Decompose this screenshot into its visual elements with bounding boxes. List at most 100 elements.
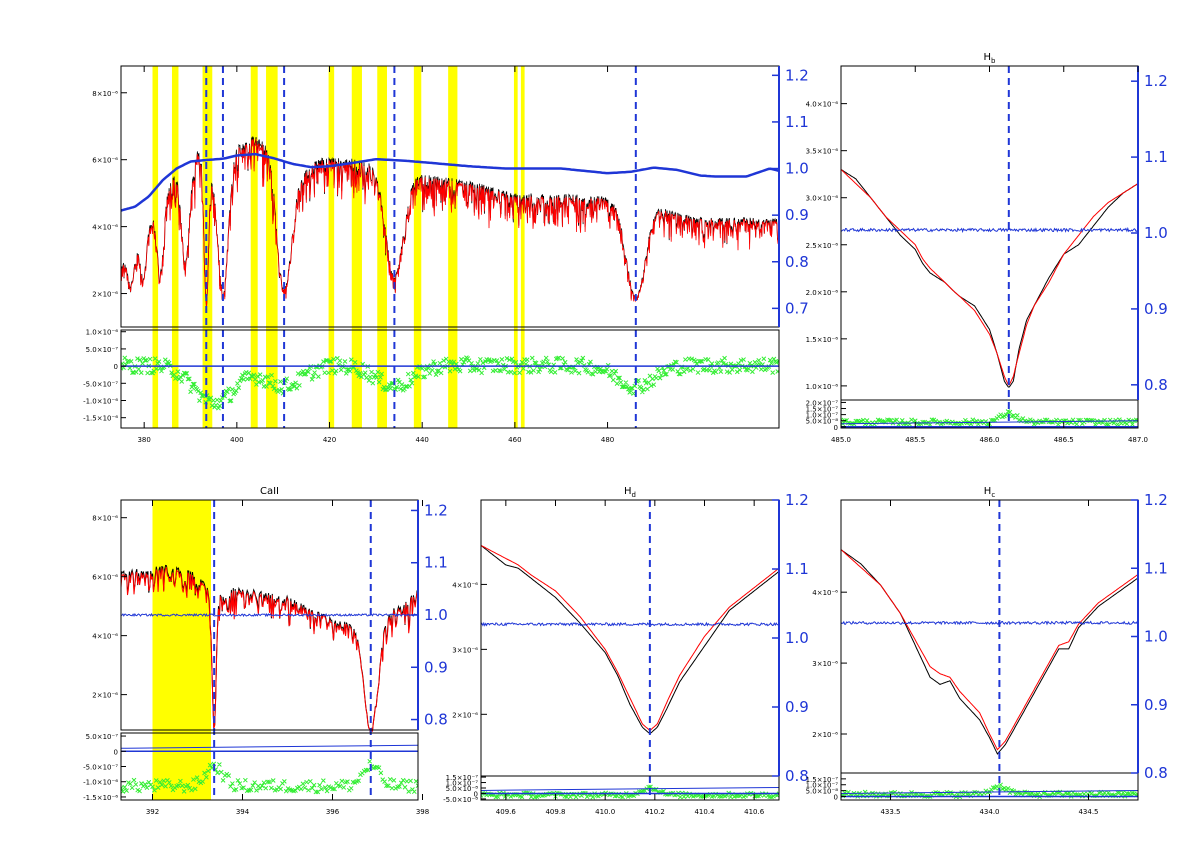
y2-tick-label: 1.1 <box>1144 148 1168 166</box>
panel-caii: 2×10⁻⁶ 4×10⁻⁶ 6×10⁻⁶ 8×10⁻⁶ 0.8 0.9 1.0 1.1 1.2 5… <box>83 486 448 816</box>
model-spectrum-line <box>841 549 1138 751</box>
y-tick-label: 3×10⁻⁶ <box>812 660 838 668</box>
shaded-band <box>202 66 213 428</box>
y-tick-label: 6×10⁻⁶ <box>92 574 118 582</box>
y-tick-label: 2×10⁻⁶ <box>812 731 838 739</box>
residual-tick-label: 1.0×10⁻⁷ <box>446 780 479 788</box>
residual-axes-frame <box>120 329 780 429</box>
plot-area <box>481 500 779 800</box>
continuum-ratio-line <box>121 612 418 618</box>
panel-title-main: CaII <box>260 486 279 497</box>
shaded-band <box>520 66 525 428</box>
y-tick-label: 1.0×10⁻⁶ <box>806 383 839 391</box>
y2-tick-label: 0.9 <box>1144 300 1168 318</box>
shaded-band <box>413 66 422 428</box>
residual-tick-label: 0 <box>834 793 838 801</box>
x-tick-label: 434.0 <box>979 808 999 816</box>
observed-spectrum-line <box>841 169 1138 388</box>
x-tick-label: 420 <box>323 436 336 444</box>
residual-tick-label: 5.0×10⁻⁸ <box>806 788 839 796</box>
x-tick-label: 410.0 <box>595 808 615 816</box>
residual-tick-label: -1.5×10⁻⁶ <box>83 794 118 802</box>
y-tick-label: 6×10⁻⁶ <box>92 157 118 165</box>
shaded-band <box>250 66 258 428</box>
residual-points <box>121 758 418 795</box>
residual-tick-label: -1.5×10⁻⁶ <box>83 415 118 423</box>
shaded-band <box>152 500 211 800</box>
shaded-band <box>328 66 335 428</box>
y2-tick-label: 1.0 <box>1144 628 1168 646</box>
x-tick-label: 410.4 <box>694 808 715 816</box>
y-tick-label: 4×10⁻⁶ <box>452 581 478 589</box>
residual-tick-label: -5.0×10⁻⁷ <box>83 764 118 772</box>
residual-tick-label: 5.0×10⁻⁷ <box>86 346 119 354</box>
x-tick-label: 485.0 <box>831 436 851 444</box>
y2-tick-label: 0.8 <box>424 711 448 729</box>
x-tick-label: 394 <box>236 808 250 816</box>
model-spectrum-line <box>841 169 1138 386</box>
y-tick-label: 8×10⁻⁶ <box>92 515 118 523</box>
x-tick-label: 396 <box>326 808 340 816</box>
y2-tick-label: 0.8 <box>1144 376 1168 394</box>
panel-full: 2×10⁻⁶ 4×10⁻⁶ 6×10⁻⁶ 8×10⁻⁶ 0.7 0.8 0.9 1.0 1.1 1… <box>83 65 809 444</box>
shaded-band <box>152 66 159 428</box>
observed-spectrum-line <box>481 545 779 735</box>
x-tick-label: 409.8 <box>545 808 565 816</box>
panel-title-subscript: c <box>991 491 995 499</box>
model-spectrum-line <box>481 545 779 732</box>
residual-tick-label: 1.5×10⁻⁷ <box>446 774 479 782</box>
y2-tick-label: 0.9 <box>424 658 448 676</box>
y2-tick-label: 1.1 <box>1144 559 1168 577</box>
residual-tick-label: -1.0×10⁻⁶ <box>83 397 118 405</box>
residual-tick-label: -5.0×10⁻⁸ <box>443 796 478 804</box>
residual-tick-label: 1.0×10⁻⁶ <box>86 329 119 337</box>
panel-title-main: H <box>984 52 992 63</box>
x-tick-label: 410.6 <box>744 808 765 816</box>
residual-tick-label: -5.0×10⁻⁷ <box>83 380 118 388</box>
x-tick-label: 480 <box>601 436 614 444</box>
residual-tick-label: 0 <box>474 790 478 798</box>
y-tick-label: 2.5×10⁻⁶ <box>806 242 839 250</box>
x-tick-label: 434.5 <box>1078 808 1098 816</box>
y-tick-label: 4×10⁻⁶ <box>812 589 838 597</box>
shaded-band <box>351 66 362 428</box>
x-tick-label: 460 <box>508 436 521 444</box>
model-spectrum-line <box>121 566 418 734</box>
residual-tick-label: 1.0×10⁻⁷ <box>806 782 839 790</box>
residual-tick-label: 1.5×10⁻⁷ <box>806 406 839 414</box>
panel-he: 2×10⁻⁶ 3×10⁻⁶ 4×10⁻⁶ 0.8 0.9 1.0 1.1 1.2 1.5×10⁻… <box>806 486 1168 816</box>
shaded-band <box>377 66 387 428</box>
residual-tick-label: 1.0×10⁻⁷ <box>806 412 839 420</box>
shaded-band <box>171 66 179 428</box>
y2-tick-label: 0.8 <box>785 253 809 271</box>
x-tick-label: 485.5 <box>905 436 925 444</box>
y-tick-label: 4.0×10⁻⁶ <box>806 101 839 109</box>
panel-title-subscript: b <box>991 57 996 65</box>
y-tick-label: 4×10⁻⁶ <box>92 224 118 232</box>
y2-tick-label: 0.8 <box>1144 764 1168 782</box>
y-tick-label: 2×10⁻⁶ <box>452 711 478 719</box>
y-tick-label: 3×10⁻⁶ <box>452 646 478 654</box>
y2-tick-label: 0.8 <box>785 767 809 785</box>
y-tick-label: 2.0×10⁻⁶ <box>806 289 839 297</box>
residual-tick-label: 1.5×10⁻⁷ <box>806 776 839 784</box>
panel-title: CaII <box>260 486 279 497</box>
y2-tick-label: 1.1 <box>785 113 809 131</box>
y2-tick-label: 0.9 <box>785 206 809 224</box>
panel-title-main: H <box>984 486 992 497</box>
y2-tick-label: 1.0 <box>785 160 809 178</box>
y2-tick-label: 1.2 <box>424 501 448 519</box>
residual-points <box>121 355 779 411</box>
x-tick-label: 409.6 <box>496 808 517 816</box>
x-tick-label: 487.0 <box>1128 436 1148 444</box>
x-tick-label: 440 <box>416 436 429 444</box>
residual-marker <box>121 355 779 411</box>
y-tick-label: 4×10⁻⁶ <box>92 633 118 641</box>
plot-area <box>841 66 1138 428</box>
y-tick-label: 3.0×10⁻⁶ <box>806 195 839 203</box>
panel-title: Hc <box>984 486 996 499</box>
residual-tick-label: 0 <box>834 424 838 432</box>
y2-tick-label: 0.7 <box>785 299 809 317</box>
y-tick-label: 8×10⁻⁶ <box>92 90 118 98</box>
